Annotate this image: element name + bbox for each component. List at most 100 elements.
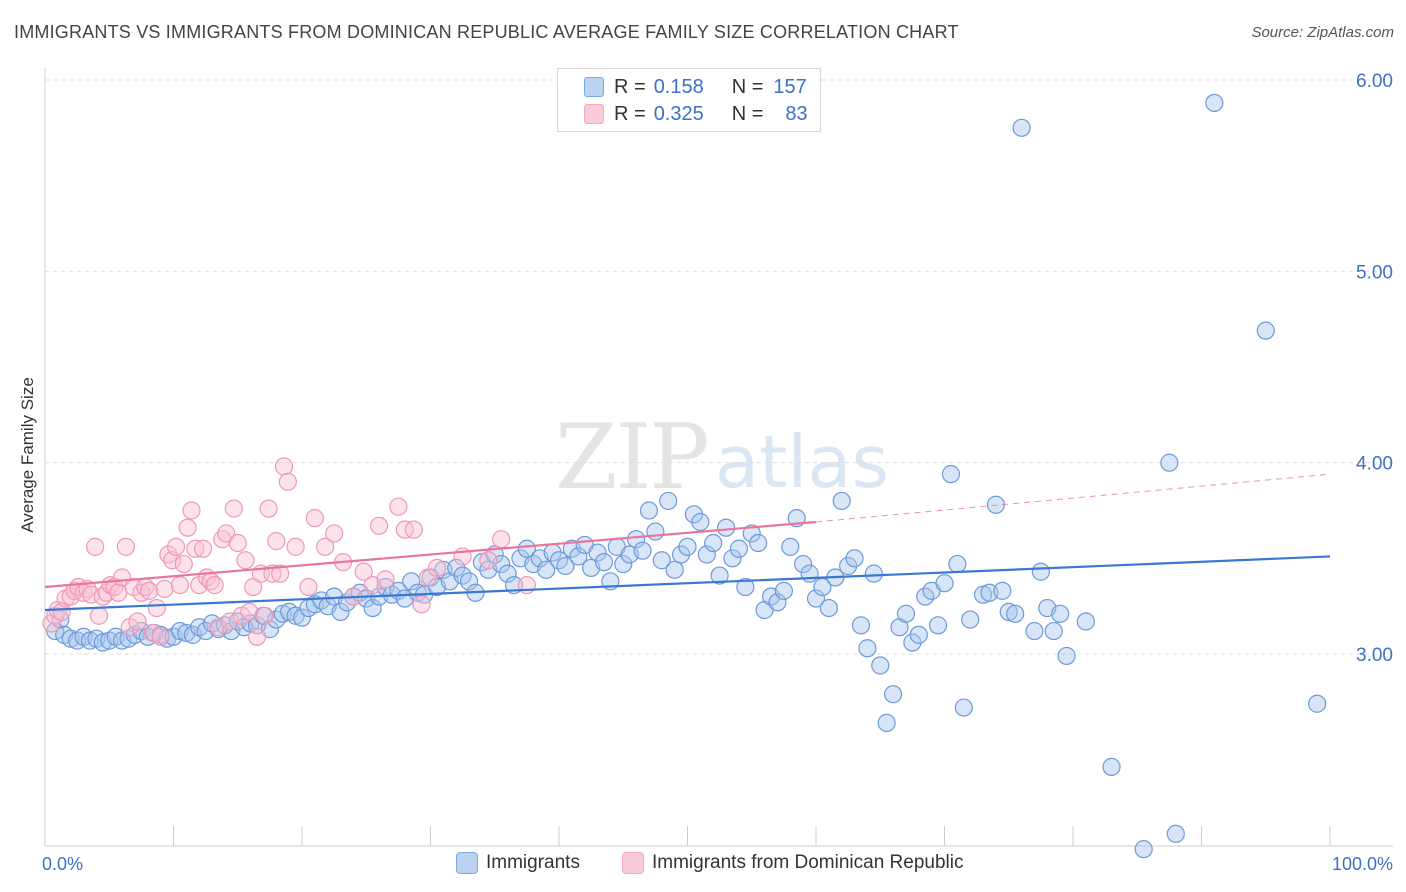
legend-swatch-immigrants [584,77,604,97]
data-point [139,581,159,600]
series-legend: Immigrants Immigrants from Dominican Rep… [0,852,1406,878]
chart-source: Source: ZipAtlas.com [1251,24,1394,41]
legend-swatch-dominican [622,852,644,874]
data-point [174,554,193,574]
data-point [704,533,723,553]
data-point [993,581,1012,600]
stats-legend: R = 0.158 N = 157 R = 0.325 N = 83 [557,68,821,132]
data-point [224,499,243,518]
data-point [723,549,742,568]
data-point [665,560,684,579]
legend-item-dominican: Immigrants from Dominican Republic [622,852,964,874]
data-point [404,520,423,539]
data-point [240,602,259,622]
data-point [556,556,575,576]
r-label: R = [614,75,646,98]
y-tick-label: 3.00 [1356,645,1393,666]
data-point [178,518,197,537]
data-point [1134,840,1153,859]
n-value: 157 [773,75,807,98]
legend-label-dominican: Immigrants from Dominican Republic [652,852,964,873]
data-point [614,554,633,574]
y-tick-label: 6.00 [1356,71,1393,92]
data-point [729,539,749,558]
data-point [151,627,170,646]
immigrants-points [46,93,1327,859]
data-point [255,606,274,625]
r-value: 0.325 [653,102,704,125]
data-point [305,509,324,528]
data-point [909,625,928,644]
data-point [736,577,755,597]
data-point [858,639,877,658]
data-point [299,577,318,597]
data-point [639,501,659,520]
data-point [961,610,980,629]
dominican-points [42,457,536,646]
trend-line-dominican-extension [815,473,1331,523]
data-point [1057,646,1076,666]
axes [44,68,1393,847]
data-point [292,608,312,627]
data-point [948,554,967,574]
data-point [851,616,871,635]
data-point [800,564,819,583]
data-point [742,524,761,543]
legend-label-immigrants: Immigrants [486,852,580,873]
data-point [190,576,209,595]
watermark-atlas: atlas [715,420,889,504]
data-point [354,562,373,581]
data-point [626,530,646,549]
data-point [954,698,973,717]
legend-swatch-immigrants [456,852,478,874]
data-point [935,574,954,593]
data-point [263,564,282,583]
data-point [806,589,826,608]
y-axis-label: Average Family Size [18,377,37,533]
data-point [537,560,556,579]
data-point [633,541,652,560]
data-point [147,598,166,618]
data-point [205,576,224,595]
data-point [331,602,350,622]
data-point [1025,621,1044,641]
data-point [459,572,479,591]
data-point [244,577,263,597]
data-point [274,457,294,476]
data-point [659,491,678,511]
data-point [768,593,787,612]
data-point [697,545,716,564]
data-point [871,656,890,675]
data-point [271,564,290,583]
data-point [896,604,916,623]
n-value: 83 [785,102,808,125]
x-tick-label-min: 0.0% [42,854,83,874]
data-point [1044,621,1063,641]
data-point [877,713,896,732]
data-point [186,539,205,558]
data-point [999,602,1018,622]
r-label: R = [614,102,646,125]
watermark-zip: ZIP [555,405,710,510]
data-point [517,539,536,558]
data-point [86,537,105,556]
data-point [678,537,697,556]
data-point [594,553,614,572]
data-point [1051,604,1070,623]
data-point [1205,93,1224,113]
trend-lines [44,473,1331,612]
y-tick-label: 5.00 [1356,262,1393,283]
n-label: N = [731,75,764,98]
data-point [1160,453,1179,472]
data-point [832,491,851,511]
data-point [370,516,389,535]
data-point [492,530,511,549]
data-point [228,533,247,553]
data-point [781,537,800,556]
data-point [376,570,395,589]
data-point [1256,321,1275,340]
trend-line-dominican [44,520,817,589]
data-point [52,602,71,622]
data-point [286,537,305,556]
